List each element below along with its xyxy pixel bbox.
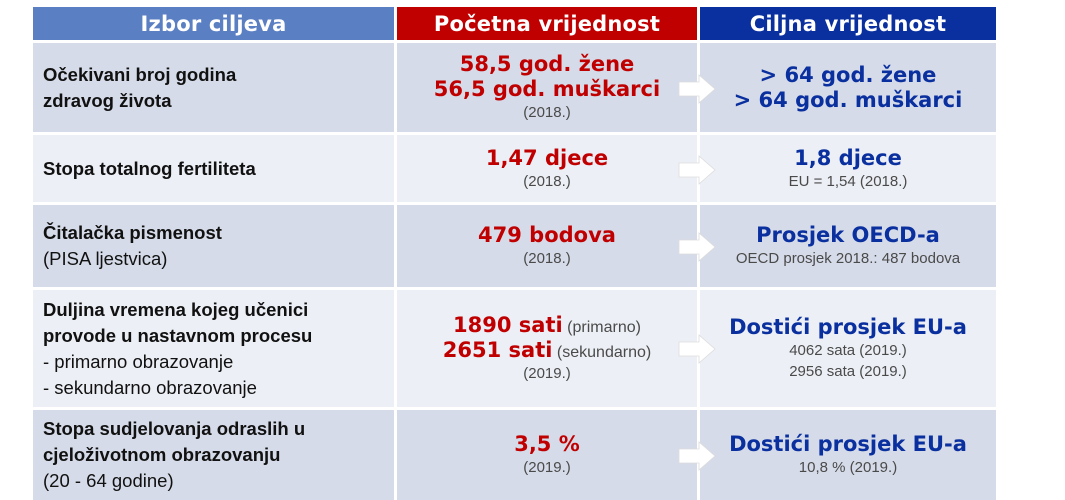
row-1-target: > 64 god. žene > 64 god. muškarci bbox=[700, 43, 996, 132]
row-5-target-note: 10,8 % (2019.) bbox=[798, 459, 898, 476]
row-4-target-note: 4062 sata (2019.) bbox=[789, 342, 907, 359]
row-4-start-item: 1890 sati (primarno) bbox=[453, 313, 641, 338]
row-1-start-value: 56,5 god. muškarci bbox=[433, 77, 661, 101]
row-2-label: Stopa totalnog fertiliteta bbox=[33, 135, 394, 202]
row-3-start-note: (2018.) bbox=[523, 250, 571, 267]
row-3-label-line: Čitalačka pismenost bbox=[43, 222, 222, 243]
row-2-start-value: 1,47 djece bbox=[485, 145, 609, 170]
row-2-start-note: (2018.) bbox=[523, 172, 571, 190]
row-4-target-note: 2956 sata (2019.) bbox=[789, 363, 907, 380]
row-5-start-value: 3,5 % bbox=[514, 432, 580, 456]
row-4-start-value: 2651 sati bbox=[442, 338, 553, 362]
row-4-start-qualifier: (primarno) bbox=[567, 319, 641, 336]
row-4-label-line: Duljina vremena kojeg učenici bbox=[43, 298, 309, 320]
row-4-start-qualifier: (sekundarno) bbox=[556, 344, 652, 361]
row-3-target-note: OECD prosjek 2018.: 487 bodova bbox=[735, 250, 961, 267]
row-1-start-note: (2018.) bbox=[523, 104, 571, 121]
row-1-label: Očekivani broj godina zdravog života bbox=[33, 43, 394, 132]
row-2-start: 1,47 djece (2018.) bbox=[397, 135, 697, 202]
row-1-label-line: Očekivani broj godina bbox=[43, 63, 237, 85]
row-1-target-value: > 64 god. muškarci bbox=[733, 87, 963, 112]
row-3-label-sub: (PISA ljestvica) bbox=[43, 248, 168, 269]
right-arrow-icon bbox=[678, 74, 716, 104]
row-5-label-line: Stopa sudjelovanja odraslih u bbox=[43, 418, 306, 439]
row-1-label-line: zdravog života bbox=[43, 89, 172, 111]
row-3-label: Čitalačka pismenost (PISA ljestvica) bbox=[33, 205, 394, 287]
row-1-start-value: 58,5 god. žene bbox=[459, 52, 635, 76]
row-4-label-sub: - sekundarno obrazovanje bbox=[43, 376, 257, 398]
row-4-label-sub: - primarno obrazovanje bbox=[43, 350, 234, 372]
row-4-start-item: 2651 sati (sekundarno) bbox=[443, 338, 651, 363]
row-2-target: 1,8 djece EU = 1,54 (2018.) bbox=[700, 135, 996, 202]
row-5-target: Dostići prosjek EU-a 10,8 % (2019.) bbox=[700, 410, 996, 500]
row-3-target: Prosjek OECD-a OECD prosjek 2018.: 487 b… bbox=[700, 205, 996, 287]
row-2-target-value: 1,8 djece bbox=[794, 145, 902, 170]
row-5-start: 3,5 % (2019.) bbox=[397, 410, 697, 500]
row-1-target-value: > 64 god. žene bbox=[759, 62, 937, 87]
right-arrow-icon bbox=[678, 334, 716, 364]
right-arrow-icon bbox=[678, 441, 716, 471]
row-5-label-line: cjeloživotnom obrazovanju bbox=[43, 444, 281, 465]
row-5-label: Stopa sudjelovanja odraslih u cjeloživot… bbox=[33, 410, 394, 500]
row-2-target-note: EU = 1,54 (2018.) bbox=[788, 172, 908, 190]
row-5-label-sub: (20 - 64 godine) bbox=[43, 470, 174, 491]
row-5-start-note: (2019.) bbox=[523, 459, 571, 476]
header-initial-value: Početna vrijednost bbox=[397, 7, 697, 40]
row-3-start: 479 bodova (2018.) bbox=[397, 205, 697, 287]
row-4-start: 1890 sati (primarno) 2651 sati (sekundar… bbox=[397, 290, 697, 407]
row-4-label: Duljina vremena kojeg učenici provode u … bbox=[33, 290, 394, 407]
row-4-target: Dostići prosjek EU-a 4062 sata (2019.) 2… bbox=[700, 290, 996, 407]
row-3-target-value: Prosjek OECD-a bbox=[756, 223, 940, 247]
row-4-target-value: Dostići prosjek EU-a bbox=[729, 315, 967, 339]
row-2-label-line: Stopa totalnog fertiliteta bbox=[43, 157, 256, 179]
row-4-start-value: 1890 sati bbox=[453, 313, 563, 337]
row-4-label-line: provode u nastavnom procesu bbox=[43, 324, 313, 346]
row-1-start: 58,5 god. žene 56,5 god. muškarci (2018.… bbox=[397, 43, 697, 132]
row-4-start-note: (2019.) bbox=[523, 365, 571, 382]
header-goal-selection: Izbor ciljeva bbox=[33, 7, 394, 40]
header-target-value: Ciljna vrijednost bbox=[700, 7, 996, 40]
right-arrow-icon bbox=[678, 232, 716, 262]
row-3-start-value: 479 bodova bbox=[478, 223, 616, 247]
right-arrow-icon bbox=[678, 155, 716, 185]
row-5-target-value: Dostići prosjek EU-a bbox=[729, 432, 967, 456]
